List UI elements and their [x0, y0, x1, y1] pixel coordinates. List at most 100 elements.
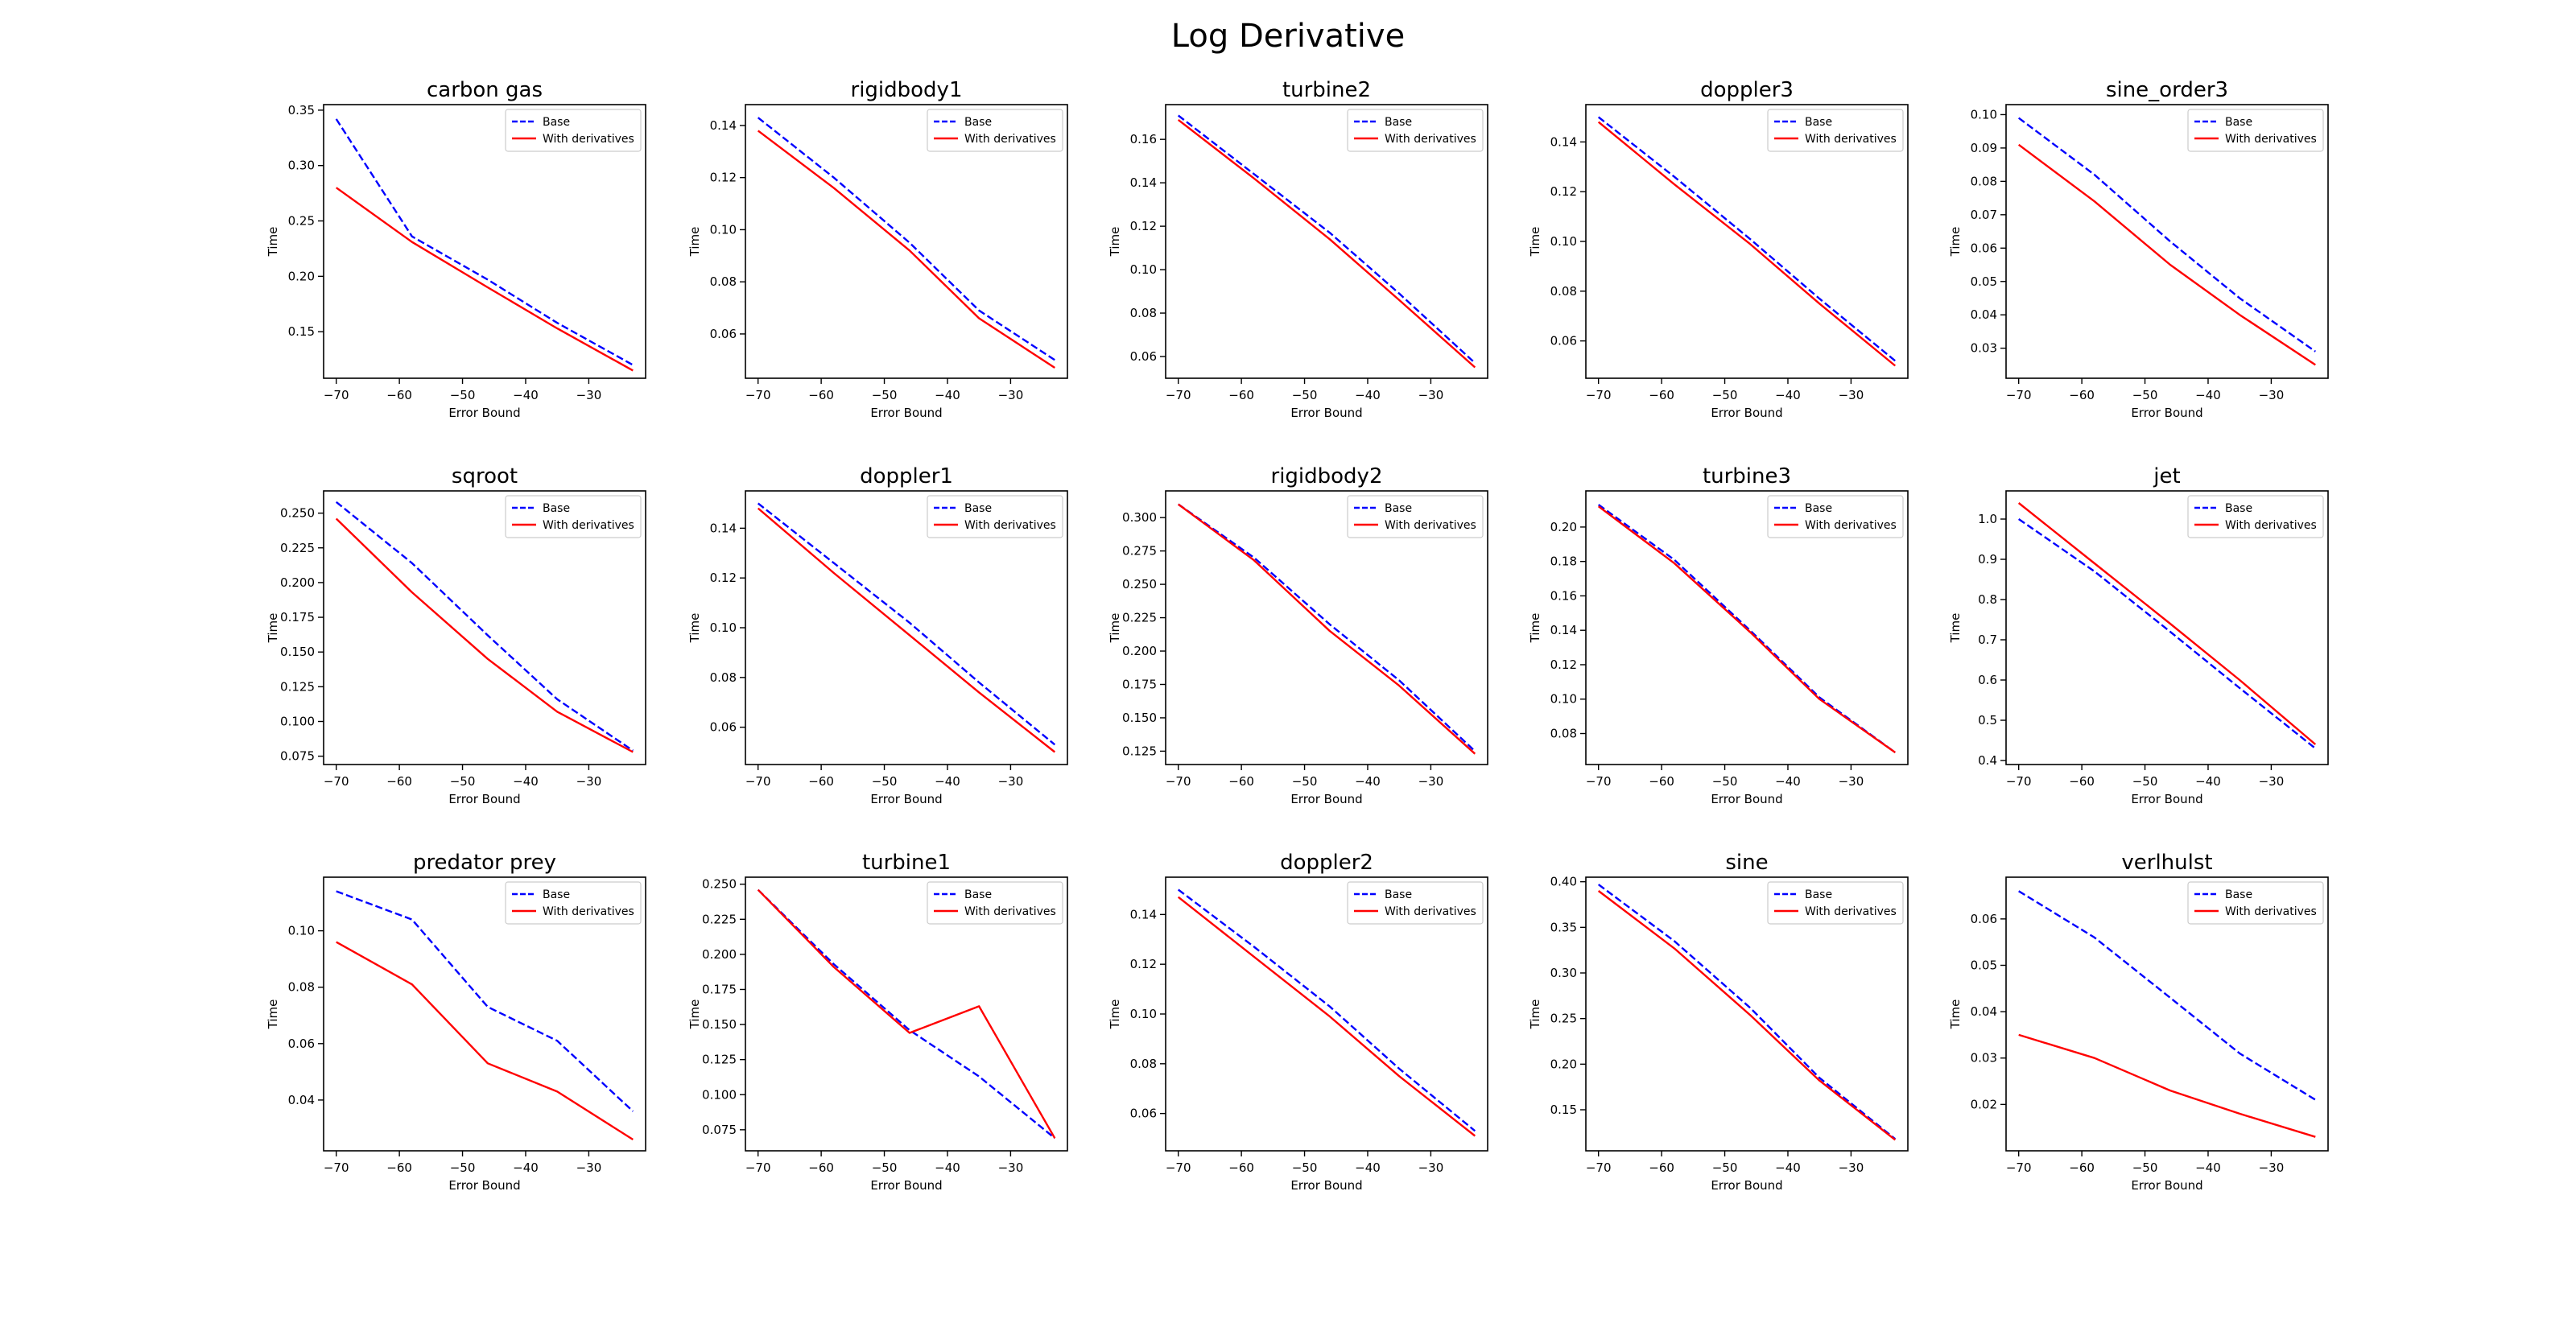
- axes-frame: [323, 876, 646, 1152]
- y-tick-label: 0.16: [1130, 132, 1157, 146]
- legend-label: Base: [543, 502, 570, 515]
- base-series-line: [1597, 884, 1897, 1140]
- y-tick-label: 0.12: [710, 171, 737, 185]
- legend-label: Base: [1385, 116, 1412, 129]
- x-tick-label: −50: [872, 1160, 898, 1175]
- derivative-series-line: [336, 187, 634, 372]
- x-tick-label: −30: [998, 774, 1024, 789]
- subplot-turbine1: turbine1 −70 −60 −50 −40 −30 0.075 0.100 0.125 0.…: [687, 851, 1068, 1193]
- x-tick-label: −70: [1166, 1160, 1191, 1175]
- y-axis-label: Time: [687, 613, 702, 644]
- axes-frame: [2005, 490, 2329, 765]
- x-tick-label: −60: [808, 1160, 834, 1175]
- x-axis-label: Error Bound: [1711, 1178, 1782, 1193]
- x-tick-label: −30: [1418, 1160, 1444, 1175]
- y-tick-label: 0.16: [1550, 588, 1577, 603]
- x-tick-label: −50: [2132, 1160, 2158, 1175]
- legend-box: [2187, 495, 2324, 538]
- base-series-line: [1597, 116, 1897, 362]
- legend: Base With derivatives: [927, 109, 1063, 152]
- legend-label: Base: [543, 116, 570, 129]
- y-tick-label: 0.12: [710, 571, 737, 585]
- x-tick-label: −40: [2195, 1160, 2221, 1175]
- x-tick-label: −30: [2259, 774, 2285, 789]
- legend: Base With derivatives: [1767, 495, 1904, 538]
- y-axis-label: Time: [1108, 1000, 1122, 1030]
- y-tick-label: 0.06: [1550, 334, 1577, 348]
- derivative-series-line: [757, 507, 1056, 753]
- x-tick-label: −30: [1839, 388, 1864, 402]
- axes-frame: [1165, 104, 1488, 379]
- legend: Base With derivatives: [2187, 109, 2324, 152]
- y-axis-label: Time: [1948, 1000, 1963, 1030]
- x-tick-label: −60: [386, 388, 412, 402]
- y-tick-label: 0.150: [702, 1017, 737, 1032]
- x-tick-label: −40: [513, 774, 539, 789]
- subplot-turbine2: turbine2 −70 −60 −50 −40 −30 0.06 0.08 0.10 0.12 0…: [1108, 78, 1488, 420]
- legend: Base With derivatives: [927, 881, 1063, 925]
- axes-frame: [323, 104, 646, 379]
- y-tick-label: 0.30: [288, 159, 315, 173]
- base-series-line: [757, 117, 1055, 361]
- subplot-title: sqroot: [452, 464, 518, 488]
- x-tick-label: −50: [2132, 388, 2158, 402]
- x-tick-label: −60: [2069, 774, 2095, 789]
- legend-label: With derivatives: [2225, 519, 2317, 532]
- legend: Base With derivatives: [505, 495, 642, 538]
- y-tick-label: 0.075: [702, 1123, 737, 1137]
- derivative-series-line: [2018, 1033, 2316, 1138]
- y-tick-label: 0.9: [1978, 552, 1997, 567]
- legend: Base With derivatives: [1767, 109, 1904, 152]
- y-tick-label: 0.100: [280, 714, 315, 728]
- y-tick-label: 0.06: [710, 327, 737, 341]
- y-tick-label: 0.07: [1971, 208, 1997, 222]
- y-tick-label: 0.10: [1550, 692, 1577, 707]
- subplot-rigidbody2: rigidbody2 −70 −60 −50 −40 −30 0.125 0.150 0.175…: [1108, 464, 1488, 806]
- base-series-line: [1177, 114, 1476, 364]
- subplot-title: doppler3: [1700, 78, 1794, 102]
- y-tick-label: 0.08: [1971, 174, 1997, 188]
- y-tick-label: 0.10: [288, 924, 315, 938]
- derivative-series-line: [335, 517, 634, 753]
- y-tick-label: 0.150: [280, 645, 315, 659]
- subplot-verlhulst: verlhulst −70 −60 −50 −40 −30 0.02 0.03 0.04 0.05…: [1948, 851, 2329, 1193]
- legend-label: With derivatives: [543, 133, 634, 146]
- x-tick-label: −70: [324, 388, 349, 402]
- base-series-line: [335, 118, 634, 366]
- y-tick-label: 0.06: [1130, 1107, 1157, 1121]
- y-tick-label: 0.04: [1971, 1004, 1997, 1019]
- x-tick-label: −40: [1775, 774, 1801, 789]
- x-tick-label: −50: [1712, 1160, 1738, 1175]
- legend: Base With derivatives: [2187, 881, 2324, 925]
- legend-label: Base: [964, 116, 992, 129]
- x-tick-label: −40: [513, 1160, 539, 1175]
- y-tick-label: 0.02: [1971, 1097, 1997, 1111]
- figure-title: Log Derivative: [1170, 18, 1406, 55]
- y-tick-label: 0.10: [1971, 107, 1997, 122]
- y-tick-label: 0.25: [1550, 1012, 1577, 1026]
- derivative-series-line: [1597, 505, 1896, 753]
- y-tick-label: 0.06: [288, 1037, 315, 1051]
- x-tick-label: −50: [1712, 774, 1738, 789]
- y-tick-label: 0.075: [280, 749, 315, 764]
- x-tick-label: −70: [1166, 774, 1191, 789]
- x-tick-label: −70: [324, 774, 349, 789]
- subplot-predator-prey: predator prey −70 −60 −50 −40 −30 0.04 0.06 0.08…: [266, 851, 646, 1193]
- axes-frame: [745, 104, 1068, 379]
- derivative-series-line: [1177, 896, 1476, 1137]
- y-tick-label: 0.250: [1122, 577, 1157, 591]
- subplot-doppler3: doppler3 −70 −60 −50 −40 −30 0.06 0.08 0.10 0.12 0…: [1528, 78, 1909, 420]
- base-series-line: [336, 890, 634, 1112]
- derivative-series-line: [2017, 143, 2316, 366]
- y-axis-label: Time: [266, 613, 280, 644]
- legend: Base With derivatives: [1347, 495, 1484, 538]
- legend: Base With derivatives: [505, 109, 642, 152]
- y-tick-label: 0.12: [1130, 957, 1157, 971]
- x-tick-label: −40: [1775, 1160, 1801, 1175]
- legend-box: [927, 109, 1063, 152]
- legend-label: With derivatives: [2225, 133, 2317, 146]
- y-tick-label: 0.14: [1550, 623, 1577, 637]
- y-tick-label: 0.4: [1978, 753, 1997, 768]
- y-tick-label: 0.225: [702, 912, 737, 926]
